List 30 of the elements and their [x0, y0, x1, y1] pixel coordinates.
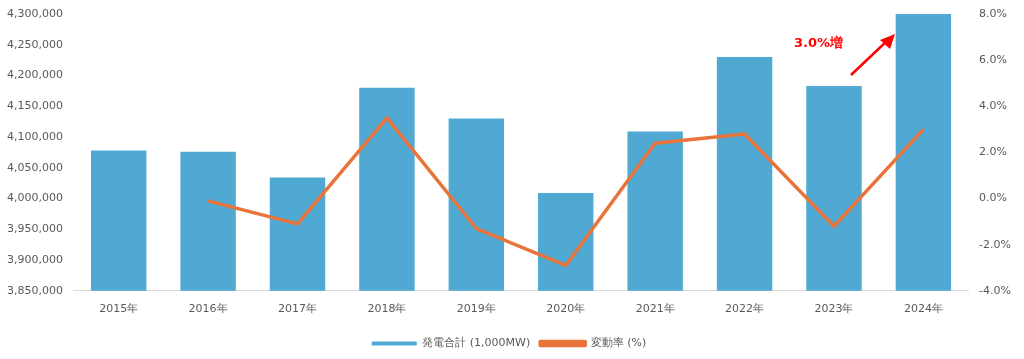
legend-label: 変動率 (%) [590, 336, 647, 350]
y-tick-label: 3,850,000 [7, 283, 63, 297]
y2-tick-label: 8.0% [979, 6, 1008, 20]
y2-tick-label: -4.0% [979, 283, 1012, 297]
y-tick-label: 4,300,000 [7, 6, 63, 20]
x-tick-label: 2020年 [546, 302, 586, 316]
y2-tick-label: 4.0% [979, 99, 1008, 113]
x-tick-label: 2024年 [903, 302, 943, 316]
y-tick-label: 3,950,000 [7, 222, 63, 236]
y-tick-label: 4,200,000 [7, 68, 63, 82]
x-tick-label: 2017年 [278, 302, 318, 316]
x-tick-label: 2022年 [725, 302, 765, 316]
legend-label: 発電合計 (1,000MW) [422, 336, 531, 350]
y-tick-label: 4,100,000 [7, 129, 63, 143]
y-tick-label: 4,250,000 [7, 37, 63, 51]
y2-tick-label: 2.0% [979, 145, 1008, 159]
y2-tick-label: 6.0% [979, 52, 1008, 66]
annotation: 3.0%増 [794, 35, 844, 51]
y2-tick-label: 0.0% [979, 191, 1008, 205]
x-tick-label: 2016年 [188, 302, 228, 316]
y-tick-label: 4,000,000 [7, 191, 63, 205]
y-tick-label: 4,050,000 [7, 160, 63, 174]
y-tick-label: 4,150,000 [7, 99, 63, 113]
y-tick-label: 3,900,000 [7, 252, 63, 266]
x-tick-label: 2018年 [367, 302, 407, 316]
x-tick-label: 2021年 [635, 302, 675, 316]
x-tick-label: 2015年 [99, 302, 139, 316]
x-tick-label: 2023年 [814, 302, 854, 316]
x-tick-label: 2019年 [456, 302, 496, 316]
y2-tick-label: -2.0% [979, 237, 1012, 251]
